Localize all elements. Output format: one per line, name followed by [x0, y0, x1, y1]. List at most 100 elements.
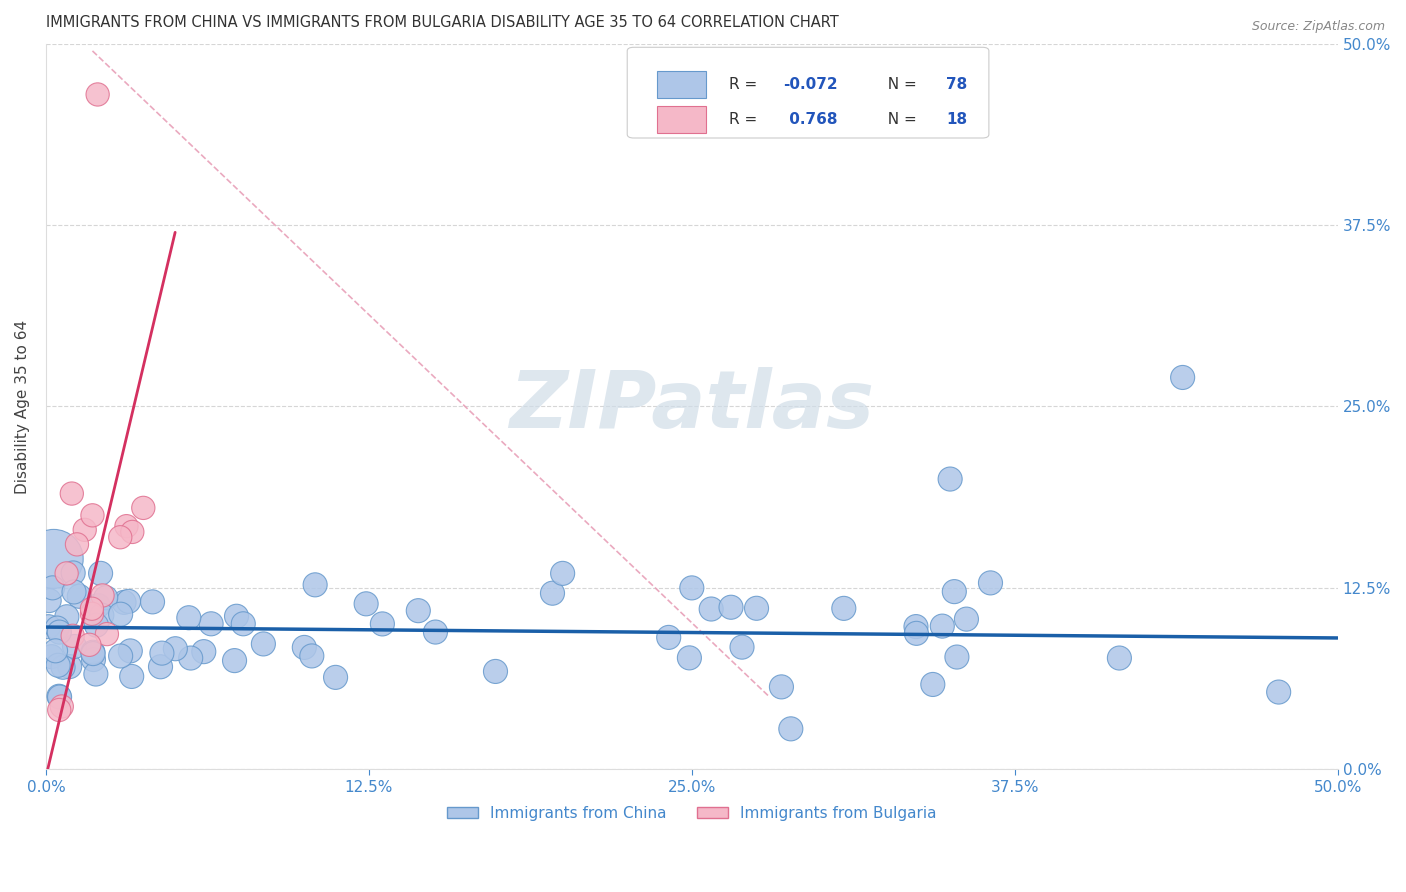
Point [904, 619, 927, 633]
Point [59, 659, 82, 673]
Point [325, 670, 347, 684]
Legend: Immigrants from China, Immigrants from Bulgaria: Immigrants from China, Immigrants from B… [441, 800, 942, 827]
Point [82, 647, 104, 661]
Point [955, 612, 977, 626]
Point [56, 609, 79, 624]
Point [48, 703, 70, 717]
Point [80, 601, 103, 615]
Point [41, 649, 63, 664]
Point [132, 500, 155, 515]
Point [484, 665, 506, 679]
Point [141, 595, 163, 609]
Point [46, 621, 69, 635]
Point [252, 637, 274, 651]
Text: 18: 18 [946, 112, 967, 127]
Point [48, 690, 70, 704]
Point [55, 566, 77, 581]
Point [541, 586, 564, 600]
FancyBboxPatch shape [657, 105, 706, 133]
Point [90, 566, 112, 581]
Point [48, 690, 70, 704]
Point [931, 619, 953, 633]
Point [943, 584, 966, 599]
Point [79, 638, 101, 652]
Point [42, 552, 65, 566]
Point [946, 650, 969, 665]
Text: -0.072: -0.072 [783, 77, 838, 92]
Text: ZIPatlas: ZIPatlas [509, 368, 875, 445]
Point [371, 616, 394, 631]
FancyBboxPatch shape [627, 47, 988, 138]
Text: 78: 78 [946, 77, 967, 92]
Point [46, 658, 69, 673]
Point [110, 648, 132, 663]
Point [63, 640, 86, 654]
Point [94, 591, 117, 605]
Point [86, 87, 108, 102]
Point [52, 660, 75, 674]
Point [745, 601, 768, 615]
Point [979, 575, 1001, 590]
FancyBboxPatch shape [657, 70, 706, 98]
Point [73, 523, 96, 537]
Point [112, 595, 135, 609]
Point [110, 607, 132, 622]
Point [84, 667, 107, 681]
Point [120, 644, 142, 658]
Point [425, 625, 447, 640]
Point [720, 600, 742, 615]
Point [658, 631, 681, 645]
Point [832, 601, 855, 615]
Point [905, 626, 928, 640]
Point [86, 618, 108, 632]
Point [770, 680, 793, 694]
Point [304, 578, 326, 592]
Text: Source: ZipAtlas.com: Source: ZipAtlas.com [1251, 20, 1385, 33]
Text: R =: R = [730, 77, 762, 92]
Point [63, 585, 86, 599]
Point [1108, 651, 1130, 665]
Point [939, 472, 962, 486]
Point [38, 620, 60, 634]
Point [193, 645, 215, 659]
Point [96, 627, 118, 641]
Point [225, 609, 247, 624]
Y-axis label: Disability Age 35 to 64: Disability Age 35 to 64 [15, 319, 30, 493]
Point [149, 659, 172, 673]
Point [1171, 370, 1194, 384]
Point [48, 625, 70, 640]
Text: IMMIGRANTS FROM CHINA VS IMMIGRANTS FROM BULGARIA DISABILITY AGE 35 TO 64 CORREL: IMMIGRANTS FROM CHINA VS IMMIGRANTS FROM… [46, 15, 839, 30]
Point [62, 629, 84, 643]
Point [292, 640, 315, 655]
Text: N =: N = [877, 77, 921, 92]
Point [60, 486, 83, 500]
Point [117, 594, 139, 608]
Point [700, 602, 723, 616]
Point [41, 581, 63, 595]
Point [45, 644, 67, 658]
Point [678, 651, 700, 665]
Point [779, 722, 801, 736]
Point [62, 566, 84, 580]
Point [224, 654, 246, 668]
Point [232, 616, 254, 631]
Point [38, 593, 60, 607]
Point [921, 677, 943, 691]
Point [80, 607, 103, 621]
Point [1267, 685, 1289, 699]
Point [177, 611, 200, 625]
Point [121, 669, 143, 683]
Point [165, 641, 187, 656]
Point [87, 599, 110, 613]
Point [301, 648, 323, 663]
Point [91, 589, 114, 603]
Point [121, 524, 143, 539]
Point [110, 530, 132, 544]
Point [82, 508, 104, 523]
Point [115, 519, 138, 533]
Point [408, 604, 430, 618]
Point [67, 589, 90, 603]
Point [681, 581, 703, 595]
Point [82, 645, 104, 659]
Point [354, 597, 377, 611]
